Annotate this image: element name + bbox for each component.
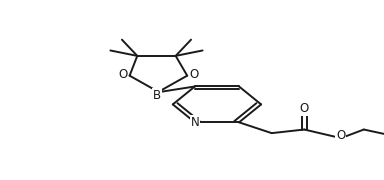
Text: O: O (118, 68, 127, 81)
Text: O: O (300, 102, 309, 115)
Text: N: N (190, 116, 199, 129)
Text: O: O (336, 129, 346, 142)
Text: B: B (153, 89, 161, 102)
Text: O: O (189, 68, 199, 81)
